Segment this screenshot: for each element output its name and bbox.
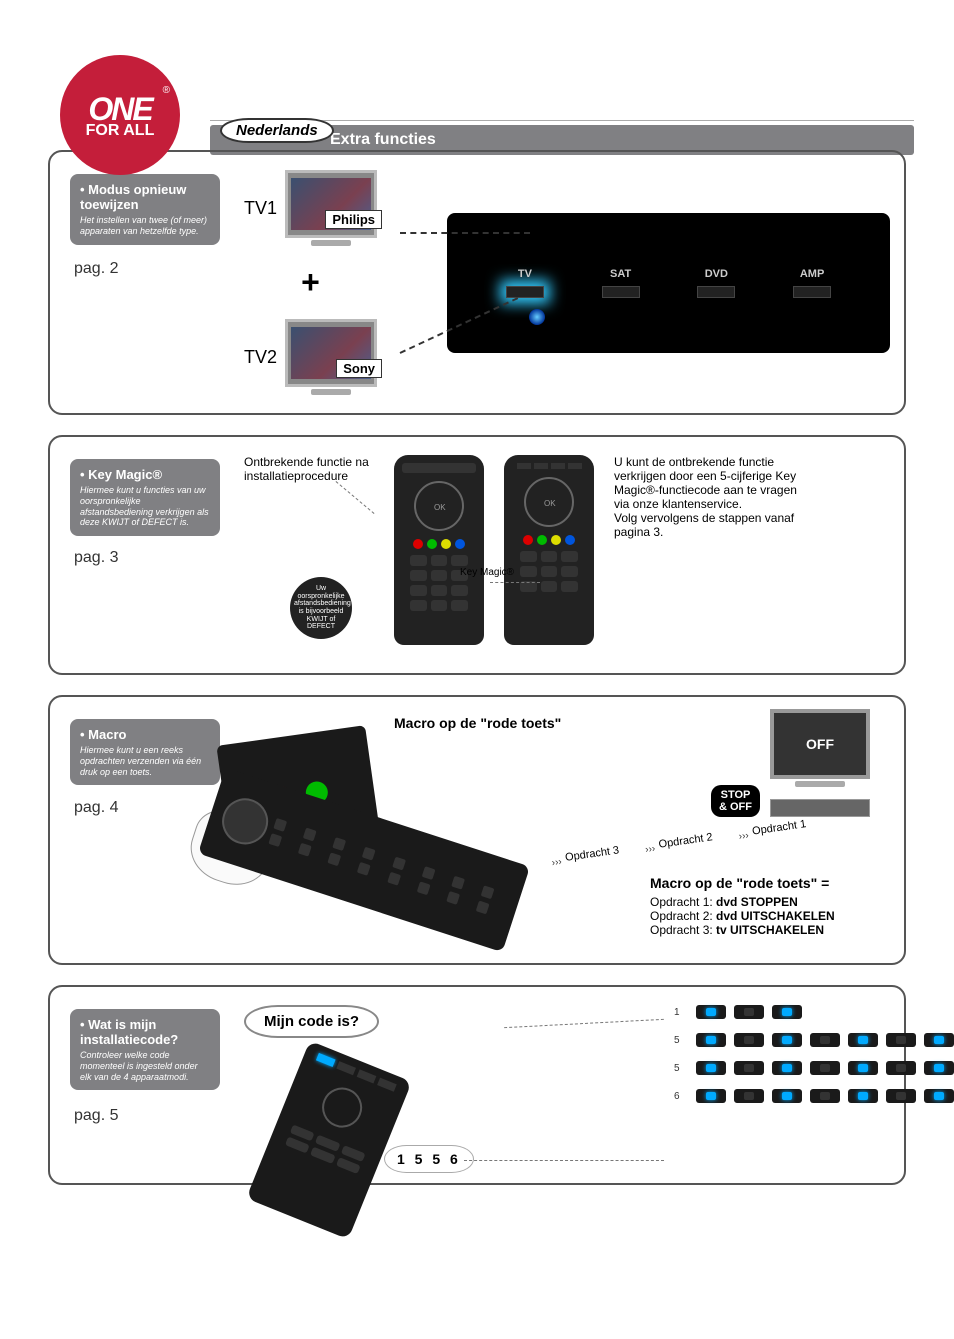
blink-count: 1 xyxy=(674,1007,680,1018)
blink-off-icon xyxy=(886,1061,916,1075)
ofa-remote-icon xyxy=(504,455,594,645)
code-value-badge: 1 5 5 6 xyxy=(384,1145,474,1173)
blink-off-icon xyxy=(734,1089,764,1103)
page-ref-2: pag. 3 xyxy=(74,549,118,567)
remote-angled-icon xyxy=(246,1041,412,1240)
dev-dvd: DVD xyxy=(697,268,735,280)
cmd1: Opdracht 1 xyxy=(751,818,807,837)
section-key-magic: • Key Magic® Hiermee kunt u functies van… xyxy=(48,435,906,675)
blink-on-icon xyxy=(848,1089,878,1103)
topic-title-4: • Wat is mijn installatiecode? xyxy=(80,1017,210,1047)
blink-on-icon xyxy=(696,1089,726,1103)
tv1-label: TV1 xyxy=(244,198,277,219)
blink-on-icon xyxy=(924,1033,954,1047)
km-text-a: U kunt de ontbrekende functie verkrijgen… xyxy=(614,455,797,511)
blink-row: 6 xyxy=(674,1089,954,1103)
blink-count: 5 xyxy=(674,1063,680,1074)
cmd2: Opdracht 2 xyxy=(658,831,714,850)
eq-title: Macro op de "rode toets" = xyxy=(650,875,870,891)
topic-title-1: • Modus opnieuw toewijzen xyxy=(80,182,210,212)
section-macro: • Macro Hiermee kunt u een reeks opdrach… xyxy=(48,695,906,965)
logo-forall: FOR ALL xyxy=(86,122,155,140)
blink-on-icon xyxy=(924,1061,954,1075)
topic-box-1: • Modus opnieuw toewijzen Het instellen … xyxy=(70,174,220,245)
tv1-icon: Philips xyxy=(285,170,377,238)
blink-on-icon xyxy=(772,1061,802,1075)
blink-off-icon xyxy=(810,1089,840,1103)
dev-tv: TV xyxy=(506,268,544,280)
blink-off-icon xyxy=(734,1033,764,1047)
lost-badge: Uw oorspronkelijke afstandsbediening is … xyxy=(290,577,352,639)
section-setup-code: • Wat is mijn installatiecode? Controlee… xyxy=(48,985,906,1185)
eq1b: dvd STOPPEN xyxy=(716,895,798,909)
section-mode-reassign: • Modus opnieuw toewijzen Het instellen … xyxy=(48,150,906,415)
logo-reg: ® xyxy=(163,85,170,96)
page-ref-4: pag. 5 xyxy=(74,1107,118,1125)
blink-off-icon xyxy=(734,1061,764,1075)
blink-on-icon xyxy=(772,1089,802,1103)
blink-row: 5 xyxy=(674,1033,954,1047)
eq2: Opdracht 2: xyxy=(650,909,716,923)
eq2b: dvd UITSCHAKELEN xyxy=(716,909,835,923)
plus-icon: + xyxy=(301,264,320,301)
topic-box-4: • Wat is mijn installatiecode? Controlee… xyxy=(70,1009,220,1090)
tv1-brand: Philips xyxy=(325,210,382,229)
topic-desc-1: Het instellen van twee (of meer) apparat… xyxy=(80,215,210,237)
blink-on-icon xyxy=(924,1089,954,1103)
tv2-icon: Sony xyxy=(285,319,377,387)
blink-count: 5 xyxy=(674,1035,680,1046)
km-help-text: U kunt de ontbrekende functie verkrijgen… xyxy=(614,455,814,539)
topic-desc-4: Controleer welke code momenteel is inges… xyxy=(80,1050,210,1082)
eq3: Opdracht 3: xyxy=(650,923,716,937)
page-ref-3: pag. 4 xyxy=(74,799,118,817)
blink-off-icon xyxy=(734,1005,764,1019)
keymagic-label: Key Magic® xyxy=(460,567,514,578)
blink-on-icon xyxy=(848,1061,878,1075)
tv-column: TV1 Philips + TV2 Sony xyxy=(244,170,377,395)
tv2-label: TV2 xyxy=(244,347,277,368)
off-label: OFF xyxy=(806,736,834,752)
topic-title-2: • Key Magic® xyxy=(80,467,210,482)
blink-patterns: 1556 xyxy=(674,1005,954,1117)
blink-off-icon xyxy=(886,1089,916,1103)
eq3b: tv UITSCHAKELEN xyxy=(716,923,824,937)
code-question-badge: Mijn code is? xyxy=(244,1005,379,1038)
cmd3: Opdracht 3 xyxy=(564,844,620,863)
topic-box-2: • Key Magic® Hiermee kunt u functies van… xyxy=(70,459,220,536)
blink-on-icon xyxy=(696,1033,726,1047)
original-remote-icon xyxy=(394,455,484,645)
blink-on-icon xyxy=(772,1005,802,1019)
language-badge: Nederlands xyxy=(220,118,334,143)
blink-row: 5 xyxy=(674,1061,954,1075)
topic-box-3: • Macro Hiermee kunt u een reeks opdrach… xyxy=(70,719,220,785)
blink-on-icon xyxy=(696,1005,726,1019)
tv2-brand: Sony xyxy=(336,359,382,378)
topic-title-3: • Macro xyxy=(80,727,210,742)
topic-desc-2: Hiermee kunt u functies van uw oorspronk… xyxy=(80,485,210,528)
page-ref-1: pag. 2 xyxy=(74,260,118,278)
topic-desc-3: Hiermee kunt u een reeks opdrachten verz… xyxy=(80,745,210,777)
page-header: ONE FOR ALL ® Nederlands Extra functies xyxy=(40,30,914,130)
blink-row: 1 xyxy=(674,1005,954,1019)
blink-off-icon xyxy=(810,1033,840,1047)
km-text-b: Volg vervolgens de stappen vanaf pagina … xyxy=(614,511,794,539)
active-led-icon xyxy=(529,309,545,325)
macro-equation: Macro op de "rode toets" = Opdracht 1: d… xyxy=(650,875,870,937)
dvd-player-icon xyxy=(770,799,870,817)
brand-logo: ONE FOR ALL ® xyxy=(60,55,180,175)
tv-off-icon: OFF xyxy=(770,709,870,817)
signal-commands: ›››Opdracht 3 ›››Opdracht 2 ›››Opdracht … xyxy=(564,818,807,864)
blink-off-icon xyxy=(886,1033,916,1047)
blink-count: 6 xyxy=(674,1091,680,1102)
dev-amp: AMP xyxy=(793,268,831,280)
blink-off-icon xyxy=(810,1061,840,1075)
missing-func-text: Ontbrekende functie na installatieproced… xyxy=(244,455,374,483)
dash-connector-1 xyxy=(400,232,530,234)
blink-on-icon xyxy=(696,1061,726,1075)
blink-on-icon xyxy=(848,1033,878,1047)
stop-off-badge: STOP & OFF xyxy=(711,785,760,817)
dev-sat: SAT xyxy=(602,268,640,280)
blink-on-icon xyxy=(772,1033,802,1047)
eq1: Opdracht 1: xyxy=(650,895,716,909)
